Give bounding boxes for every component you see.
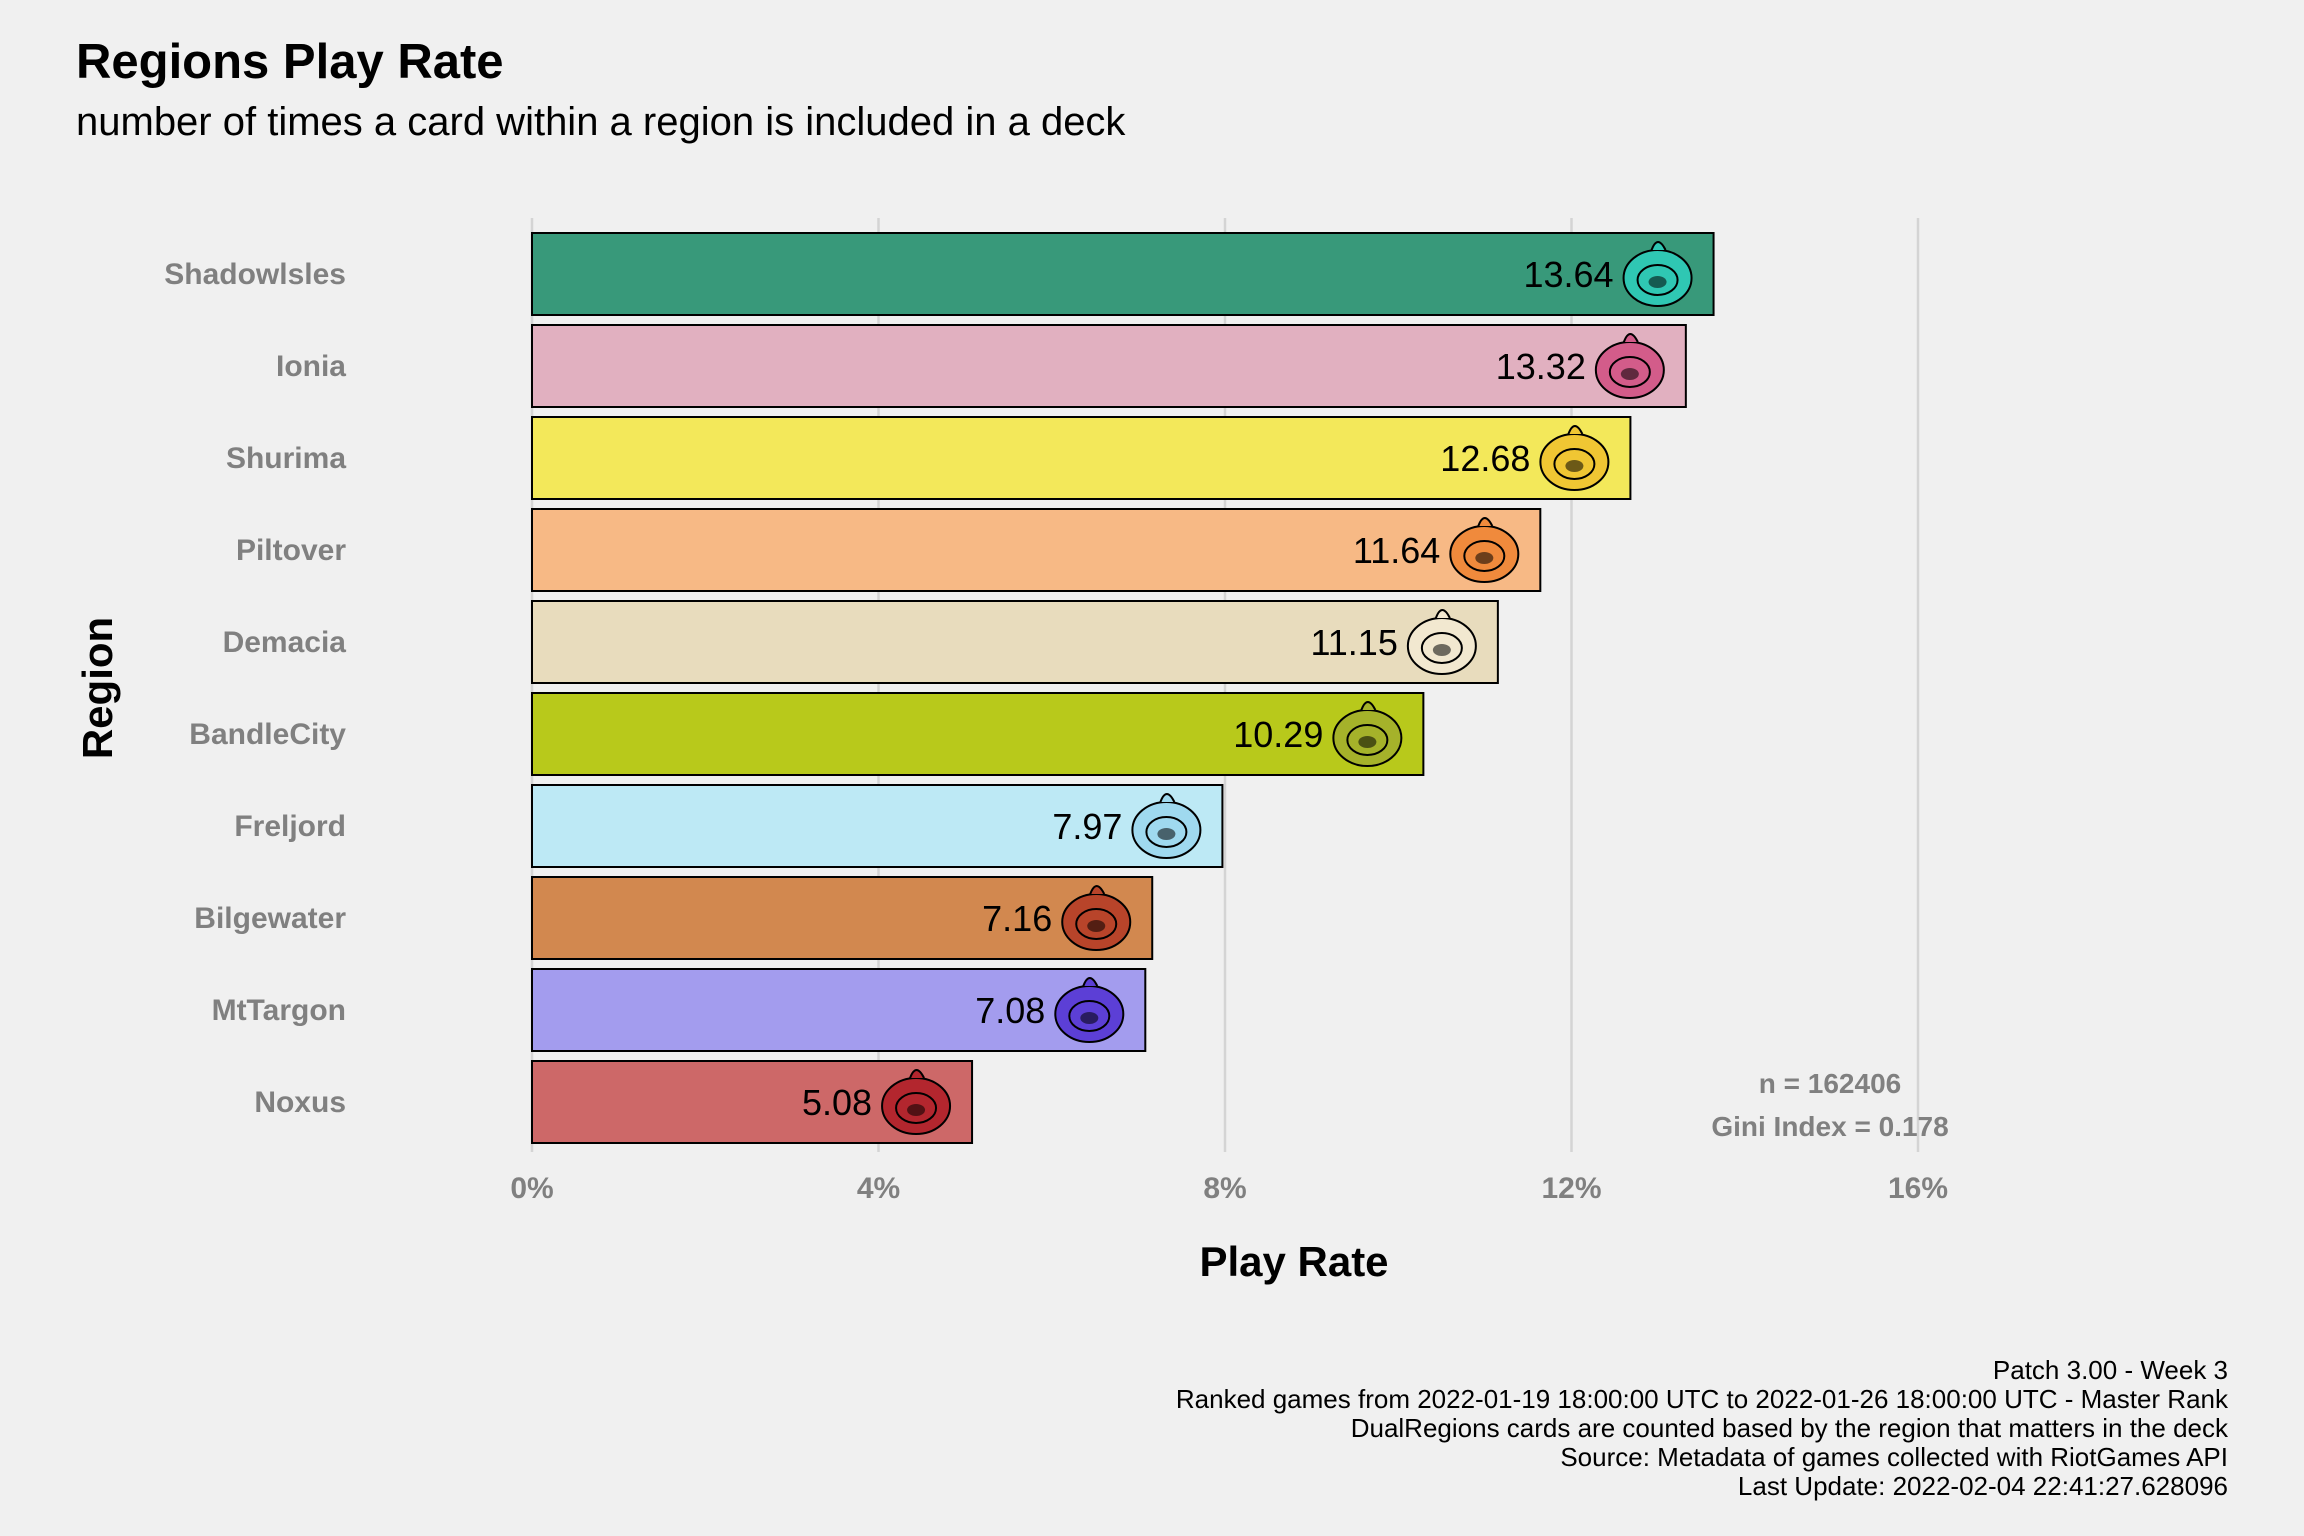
bar [531,876,1154,960]
value-label: 13.32 [1496,346,1586,387]
chart-title: Regions Play Rate [76,35,504,89]
bar [531,232,1715,316]
x-tick-label: 8% [1203,1172,1246,1205]
bilgewater-icon [1061,885,1132,951]
caption-line: Last Update: 2022-02-04 22:41:27.628096 [1737,1471,2228,1501]
category-label: Demacia [223,626,347,659]
bar [531,324,1687,408]
caption-line: Patch 3.00 - Week 3 [1992,1355,2228,1385]
category-label: Shadowlsles [164,258,346,291]
y-axis-title: Region [74,617,121,759]
category-label: Shurima [226,442,346,475]
category-label: BandleCity [189,718,346,751]
category-label: MtTargon [212,994,346,1027]
bar [531,968,1147,1052]
value-label: 11.15 [1310,622,1397,663]
category-label: Bilgewater [194,902,346,935]
demacia-icon [1406,609,1477,675]
value-label: 11.64 [1353,530,1440,571]
bar [531,784,1224,868]
caption-line: DualRegions cards are counted based by t… [1350,1413,2228,1443]
annotation: Gini Index = 0.178 [1711,1111,1948,1142]
value-label: 7.97 [1052,806,1122,847]
x-tick-label: 4% [857,1172,900,1205]
bar [531,416,1632,500]
value-label: 13.64 [1523,254,1613,295]
caption-line: Ranked games from 2022-01-19 18:00:00 UT… [1175,1384,2228,1414]
shurima-icon [1539,425,1610,491]
bar [531,600,1499,684]
noxus-icon [881,1069,952,1135]
bar [531,508,1542,592]
value-label: 7.16 [982,898,1052,939]
chart-subtitle: number of times a card within a region i… [76,100,1126,144]
value-label: 7.08 [975,990,1045,1031]
annotation: n = 162406 [1759,1068,1901,1099]
category-label: Noxus [254,1086,346,1119]
x-tick-label: 16% [1888,1172,1948,1205]
x-tick-label: 0% [510,1172,553,1205]
shadow-isles-icon [1622,241,1693,307]
caption-line: Source: Metadata of games collected with… [1560,1442,2228,1472]
freljord-icon [1131,793,1202,859]
caption: Patch 3.00 - Week 3 Ranked games from 20… [1176,1356,2228,1501]
ionia-icon [1594,333,1665,399]
value-label: 5.08 [802,1082,872,1123]
value-label: 12.68 [1440,438,1530,479]
category-label: Freljord [234,810,346,843]
bar [531,692,1425,776]
category-label: Ionia [276,350,346,383]
mt-targon-icon [1054,977,1125,1043]
x-tick-label: 12% [1541,1172,1601,1205]
bandle-city-icon [1332,701,1403,767]
category-label: Piltover [236,534,346,567]
x-axis-title: Play Rate [1199,1238,1388,1285]
value-label: 10.29 [1233,714,1323,755]
piltover-icon [1449,517,1520,583]
